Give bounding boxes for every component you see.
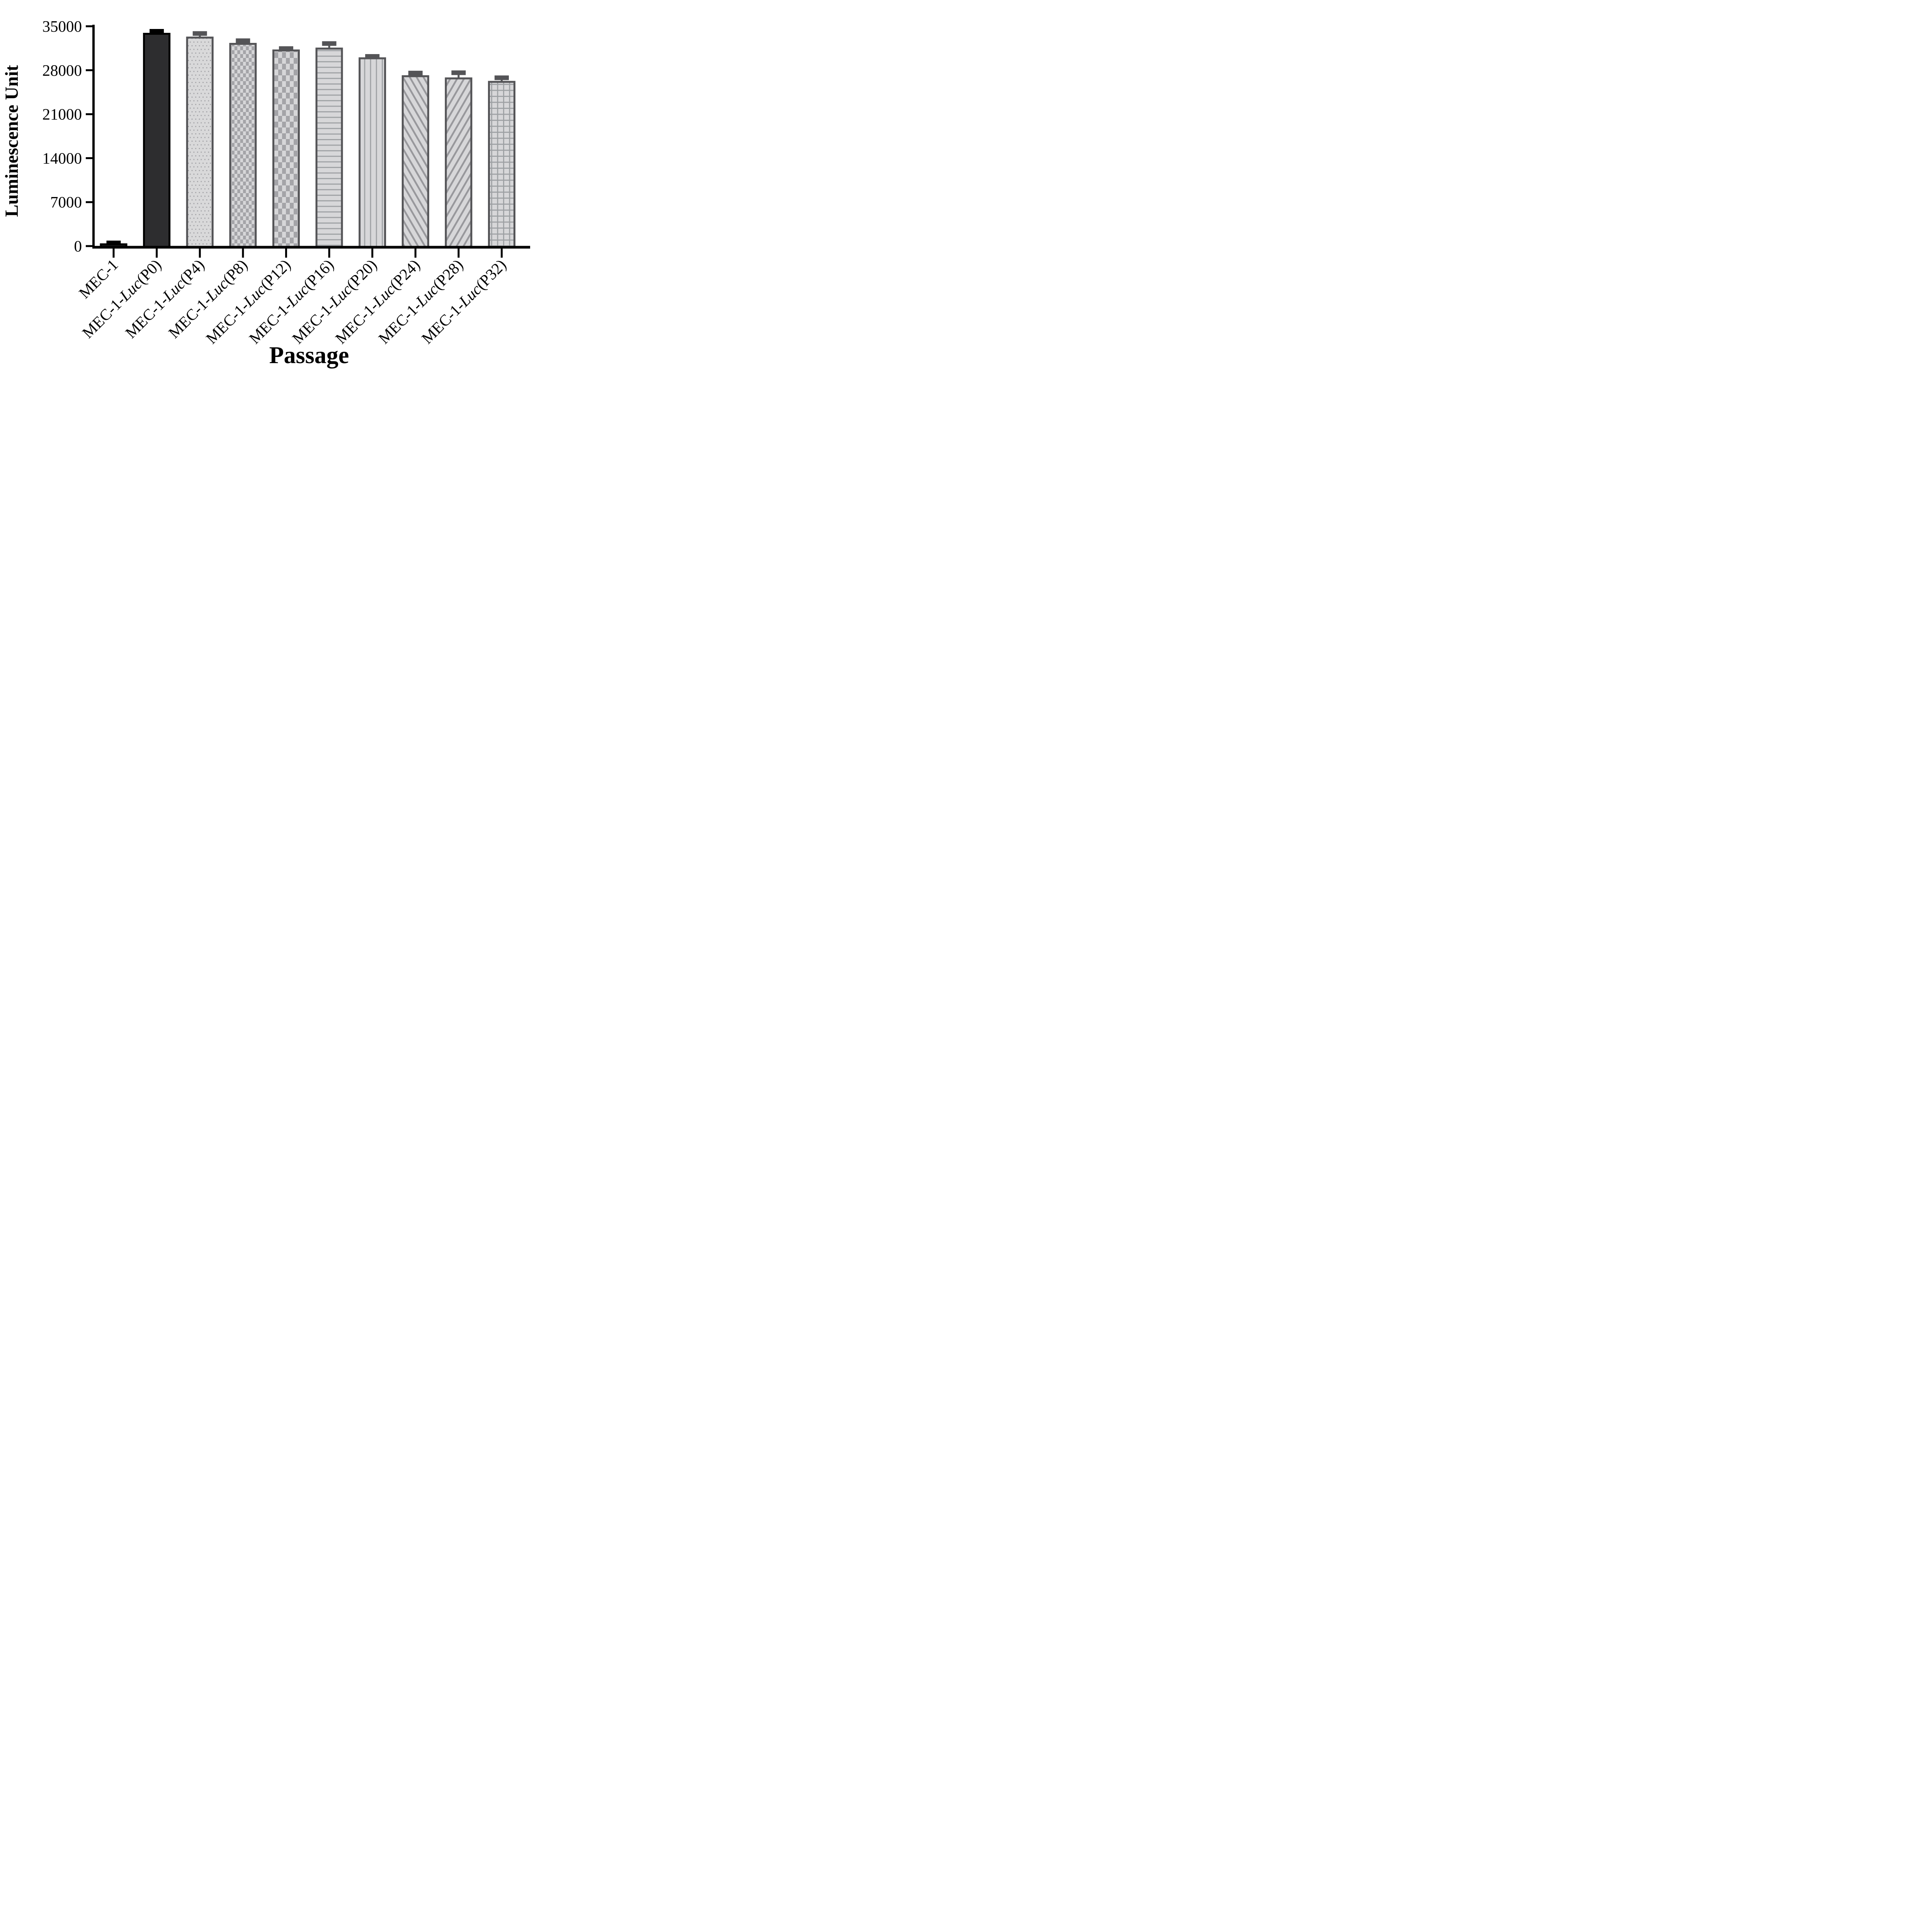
bar-MEC-1-Luc(P24): [401, 75, 429, 248]
error-bar-cap: [322, 41, 337, 46]
y-tick-label: 0: [74, 237, 82, 255]
error-bar-cap: [494, 75, 509, 80]
error-bar-cap: [451, 70, 466, 75]
y-axis-ticks: 0 7000 14000 21000 28000 35000: [43, 17, 94, 255]
bar-chart-figure: 0 7000 14000 21000 28000 35000 MEC-1 MEC-1-Luc…: [0, 0, 551, 385]
error-bar-cap: [192, 31, 207, 36]
error-bar-cap: [279, 46, 293, 51]
bar-MEC-1-Luc(P0): [143, 33, 171, 248]
x-axis-ticks: [112, 248, 503, 258]
bar-MEC-1-Luc(P16): [315, 48, 343, 248]
x-axis-tick-labels: MEC-1MEC-1-Luc(P0)MEC-1-Luc(P4)MEC-1-Luc…: [75, 256, 510, 347]
bars-group: [100, 33, 515, 248]
y-tick-label: 28000: [43, 61, 82, 79]
bar-MEC-1-Luc(P20): [359, 57, 386, 248]
error-bar-cap: [106, 240, 121, 245]
error-bar-cap: [150, 29, 164, 34]
luminescence-bar-chart: 0 7000 14000 21000 28000 35000 MEC-1MEC-1-Luc…: [2, 17, 530, 369]
bar-MEC-1-Luc(P28): [445, 77, 473, 248]
x-axis-title: Passage: [269, 342, 349, 369]
y-tick-label: 21000: [43, 105, 82, 123]
bar-MEC-1-Luc(P8): [229, 43, 257, 248]
error-bar-cap: [365, 54, 380, 59]
error-bars-group: [106, 29, 509, 245]
error-bar-cap: [236, 38, 250, 43]
bar-MEC-1-Luc(P32): [488, 81, 515, 248]
y-axis-title: Luminescence Unit: [2, 65, 22, 217]
error-bar-cap: [408, 71, 423, 76]
y-tick-label: 35000: [43, 17, 82, 35]
y-tick-label: 7000: [50, 193, 82, 211]
bar-MEC-1-Luc(P4): [186, 36, 214, 248]
y-tick-label: 14000: [43, 149, 82, 167]
bar-MEC-1-Luc(P12): [272, 49, 300, 248]
